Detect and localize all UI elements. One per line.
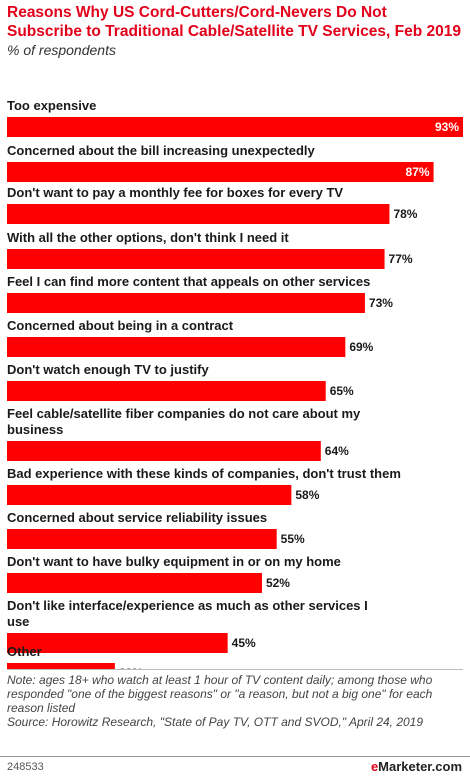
category-label: Bad experience with these kinds of compa… [7,466,401,481]
value-label: 77% [389,252,413,266]
bar [7,663,115,670]
chart-id: 248533 [7,761,44,773]
value-label: 45% [232,636,256,650]
category-label: Don't like interface/experience as much … [7,598,368,613]
category-label: With all the other options, don't think … [7,230,289,245]
logo-name: Marketer [378,759,432,774]
value-label: 55% [281,532,305,546]
source-text: Source: Horowitz Research, "State of Pay… [7,715,424,729]
value-label: 73% [369,296,393,310]
value-label: 52% [266,576,290,590]
category-label: Feel I can find more content that appeal… [7,274,370,289]
value-label: 69% [349,340,373,354]
value-label: 65% [330,384,354,398]
category-label: Feel cable/satellite fiber companies do … [7,406,361,421]
bar [7,117,463,137]
category-label: Don't want to pay a monthly fee for boxe… [7,185,343,200]
chart-note: Note: ages 18+ who watch at least 1 hour… [7,673,465,729]
bar [7,441,321,461]
bar [7,204,390,224]
category-label: Don't want to have bulky equipment in or… [7,554,341,569]
chart-subtitle: % of respondents [7,42,116,58]
bar [7,249,385,269]
bar [7,381,326,401]
logo-suffix: .com [431,759,462,774]
bar [7,337,346,357]
category-label: Concerned about service reliability issu… [7,510,267,525]
category-label: Too expensive [7,98,96,113]
logo-prefix: e [370,759,379,774]
chart-header: Reasons Why US Cord-Cutters/Cord-Nevers … [7,3,463,58]
note-text: Note: ages 18+ who watch at least 1 hour… [7,673,433,715]
category-label: use [7,614,29,629]
bar [7,162,434,182]
bar [7,485,292,505]
value-label: 87% [406,165,430,179]
bar [7,529,277,549]
value-label: 78% [393,207,417,221]
value-label: 58% [295,488,319,502]
value-label: 93% [435,120,459,134]
category-label: Concerned about the bill increasing unex… [7,143,315,158]
value-label: 22% [119,666,143,670]
emarketer-logo: eMarketer.com [371,759,462,774]
bar [7,573,262,593]
category-label: Don't watch enough TV to justify [7,362,209,377]
chart-title: Reasons Why US Cord-Cutters/Cord-Nevers … [7,4,461,40]
bar [7,633,228,653]
category-label: business [7,422,63,437]
bottom-divider [0,756,470,757]
bar-chart: Too expensive 93% Concerned about the bill… [7,98,463,670]
footer-divider [7,669,463,670]
category-label: Other [7,644,42,659]
bar [7,293,365,313]
category-label: Concerned about being in a contract [7,318,234,333]
value-label: 64% [325,444,349,458]
